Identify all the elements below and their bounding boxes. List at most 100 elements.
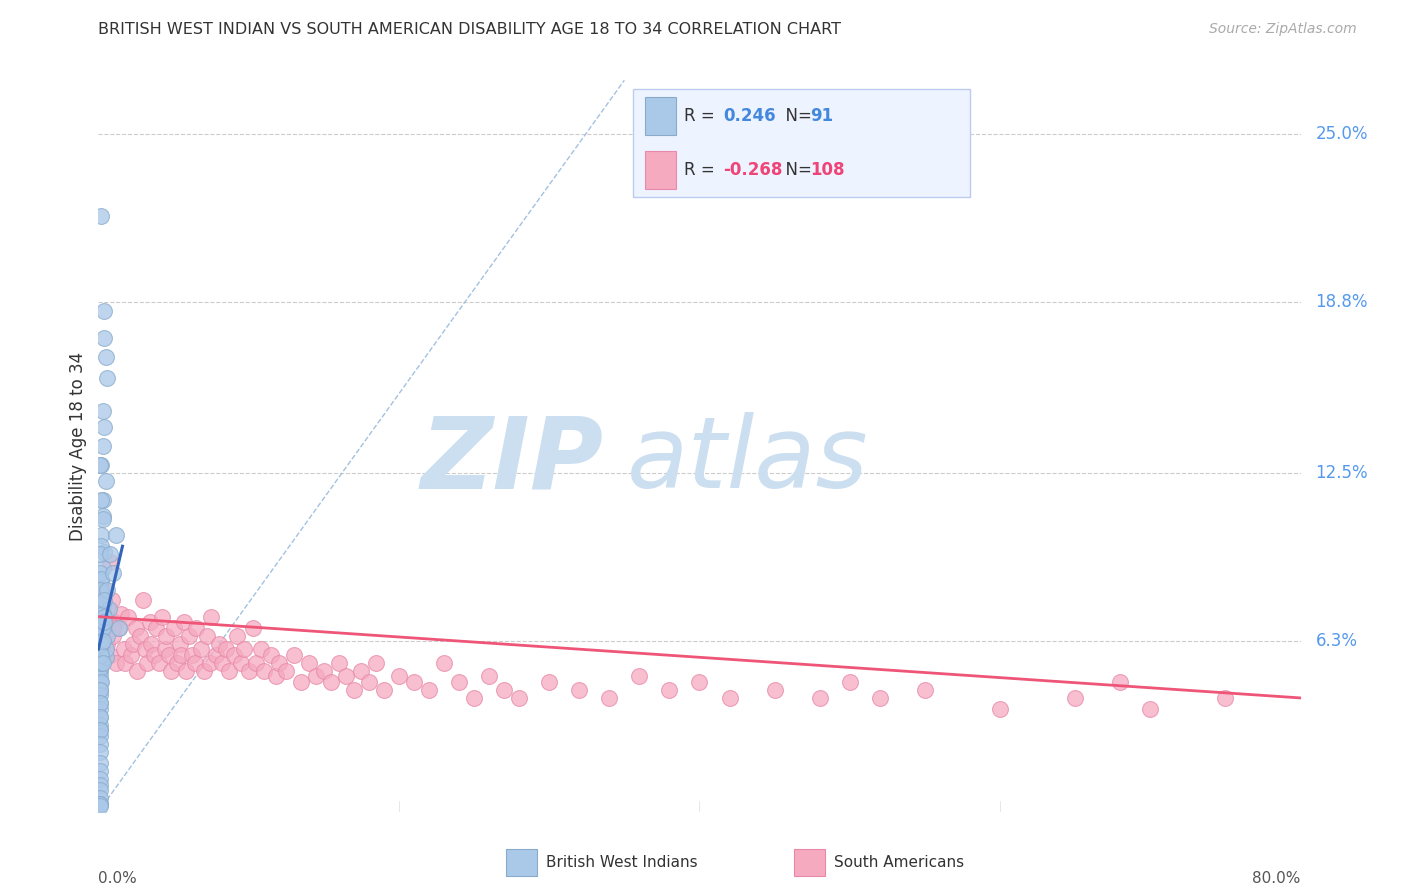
Point	[90, 493, 112, 508]
Point	[90, 648, 112, 662]
Point	[94, 609, 117, 624]
Point	[89, 729, 111, 743]
Point	[89, 697, 111, 711]
Point	[104, 615, 127, 629]
Point	[283, 648, 305, 662]
Point	[267, 656, 290, 670]
Text: atlas: atlas	[627, 412, 869, 509]
Point	[89, 601, 111, 615]
Point	[91, 593, 114, 607]
Point	[222, 648, 245, 662]
Point	[183, 656, 205, 670]
Point	[350, 664, 373, 678]
Point	[838, 674, 860, 689]
Point	[433, 656, 456, 670]
Point	[89, 664, 111, 678]
Point	[122, 637, 145, 651]
Point	[1064, 690, 1087, 705]
Point	[135, 656, 157, 670]
Point	[89, 778, 111, 792]
Point	[89, 710, 111, 724]
Point	[114, 656, 136, 670]
Point	[242, 620, 264, 634]
Point	[180, 648, 202, 662]
Point	[89, 458, 111, 472]
Text: N=: N=	[775, 161, 817, 179]
Point	[90, 539, 112, 553]
Text: 91: 91	[810, 107, 834, 125]
Point	[264, 669, 287, 683]
Point	[658, 682, 681, 697]
Point	[177, 629, 200, 643]
Point	[91, 607, 114, 621]
Point	[208, 637, 231, 651]
Point	[94, 474, 117, 488]
Text: R =: R =	[683, 161, 720, 179]
Point	[139, 637, 162, 651]
Point	[162, 620, 184, 634]
Point	[628, 669, 651, 683]
Point	[89, 791, 111, 805]
Point	[447, 674, 470, 689]
Point	[90, 674, 112, 689]
Point	[193, 664, 215, 678]
Point	[90, 642, 112, 657]
Point	[89, 582, 111, 597]
Point	[89, 723, 111, 738]
Point	[91, 561, 114, 575]
Point	[148, 656, 170, 670]
Point	[89, 723, 111, 738]
Point	[90, 528, 112, 542]
Point	[91, 656, 114, 670]
Point	[91, 404, 114, 418]
Point	[190, 642, 212, 657]
Point	[260, 648, 283, 662]
Point	[298, 656, 321, 670]
Point	[89, 642, 111, 657]
Point	[105, 528, 128, 542]
Point	[90, 642, 112, 657]
Point	[211, 656, 233, 670]
Text: South Americans: South Americans	[834, 855, 965, 870]
Point	[134, 642, 156, 657]
Point	[90, 620, 112, 634]
Point	[112, 642, 135, 657]
Point	[89, 783, 111, 797]
Point	[129, 629, 152, 643]
Point	[215, 642, 238, 657]
Point	[89, 648, 111, 662]
Point	[1139, 702, 1161, 716]
Point	[138, 615, 160, 629]
Text: -0.268: -0.268	[723, 161, 783, 179]
Point	[249, 642, 271, 657]
Text: 12.5%: 12.5%	[1316, 464, 1368, 482]
Y-axis label: Disability Age 18 to 34: Disability Age 18 to 34	[69, 351, 87, 541]
Point	[96, 629, 118, 643]
Point	[90, 637, 112, 651]
Point	[150, 609, 173, 624]
Point	[100, 556, 122, 570]
Point	[103, 620, 125, 634]
Point	[598, 690, 620, 705]
Point	[312, 664, 335, 678]
Point	[328, 656, 350, 670]
Point	[91, 509, 114, 524]
Point	[143, 648, 166, 662]
Point	[225, 629, 247, 643]
Point	[1109, 674, 1132, 689]
Text: 18.8%: 18.8%	[1316, 293, 1368, 311]
Point	[91, 609, 114, 624]
Point	[100, 547, 122, 561]
Point	[321, 674, 343, 689]
Point	[117, 609, 139, 624]
Point	[89, 629, 111, 643]
Point	[174, 664, 197, 678]
Point	[238, 664, 260, 678]
Point	[91, 512, 114, 526]
Point	[478, 669, 501, 683]
Point	[91, 620, 114, 634]
Point	[153, 642, 176, 657]
Point	[89, 661, 111, 675]
Point	[90, 653, 112, 667]
Point	[89, 718, 111, 732]
